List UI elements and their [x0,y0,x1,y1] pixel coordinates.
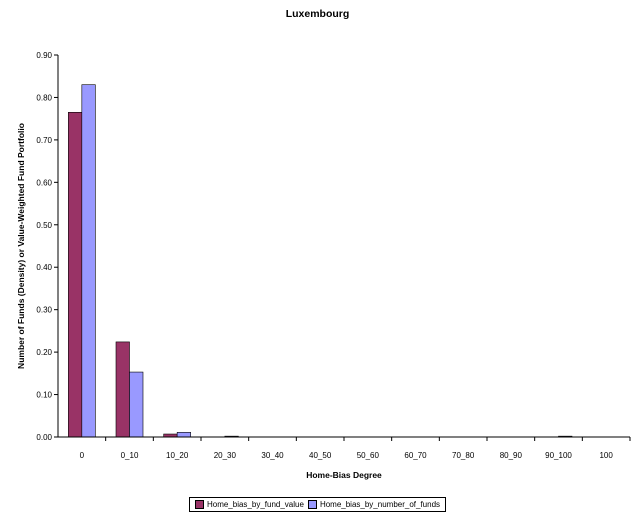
x-tick-label: 90_100 [545,451,572,460]
legend-swatch-fund-value [194,500,204,509]
legend-label-fund-value: Home_bias_by_fund_value [206,500,304,509]
y-tick-label: 0.70 [36,136,52,145]
y-tick-label: 0.00 [36,433,52,442]
y-tick-label: 0.40 [36,263,52,272]
legend-wrapper: Home_bias_by_fund_value Home_bias_by_num… [0,497,635,512]
bar-fund-value-0 [68,112,83,438]
y-axis-ticks: 0.00 0.10 0.20 0.30 0.40 0.50 0.60 0.70 0.80 0.90 [36,51,58,442]
y-tick-label: 0.20 [36,348,52,357]
y-tick-label: 0.10 [36,391,52,400]
y-tick-label: 0.60 [36,178,52,187]
x-axis-ticks: 0 0_10 10_20 20_30 30_40 40_50 50_60 60_70 70_80… [80,437,631,460]
x-tick-label: 20_30 [214,451,237,460]
bar-number-of-funds-0 [81,84,96,438]
legend-item-number-of-funds: Home_bias_by_number_of_funds [307,500,441,509]
legend-swatch-number-of-funds [307,500,317,509]
legend-item-fund-value: Home_bias_by_fund_value [194,500,304,509]
y-tick-label: 0.50 [36,221,52,230]
x-tick-label: 10_20 [166,451,189,460]
x-tick-label: 70_80 [452,451,475,460]
y-axis-label: Number of Funds (Density) or Value-Weigh… [16,123,26,369]
bar-number-of-funds-0_10 [129,371,144,438]
x-tick-label: 0 [80,451,85,460]
y-tick-label: 0.80 [36,93,52,102]
x-tick-label: 80_90 [500,451,523,460]
bars [68,84,573,438]
x-tick-label: 30_40 [261,451,284,460]
x-tick-label: 40_50 [309,451,332,460]
bar-fund-value-0_10 [115,341,130,438]
x-tick-label: 50_60 [357,451,380,460]
legend: Home_bias_by_fund_value Home_bias_by_num… [188,497,447,512]
legend-label-number-of-funds: Home_bias_by_number_of_funds [319,500,441,509]
x-axis-label: Home-Bias Degree [306,470,382,480]
x-tick-label: 60_70 [404,451,427,460]
y-tick-label: 0.30 [36,306,52,315]
bar-chart: 0.00 0.10 0.20 0.30 0.40 0.50 0.60 0.70 0.80 0.90… [16,51,631,480]
bar-number-of-funds-10_20 [176,432,191,438]
y-tick-label: 0.90 [36,51,52,60]
chart-title: Luxembourg [285,8,350,20]
x-tick-label: 100 [599,451,613,460]
x-tick-label: 0_10 [121,451,139,460]
